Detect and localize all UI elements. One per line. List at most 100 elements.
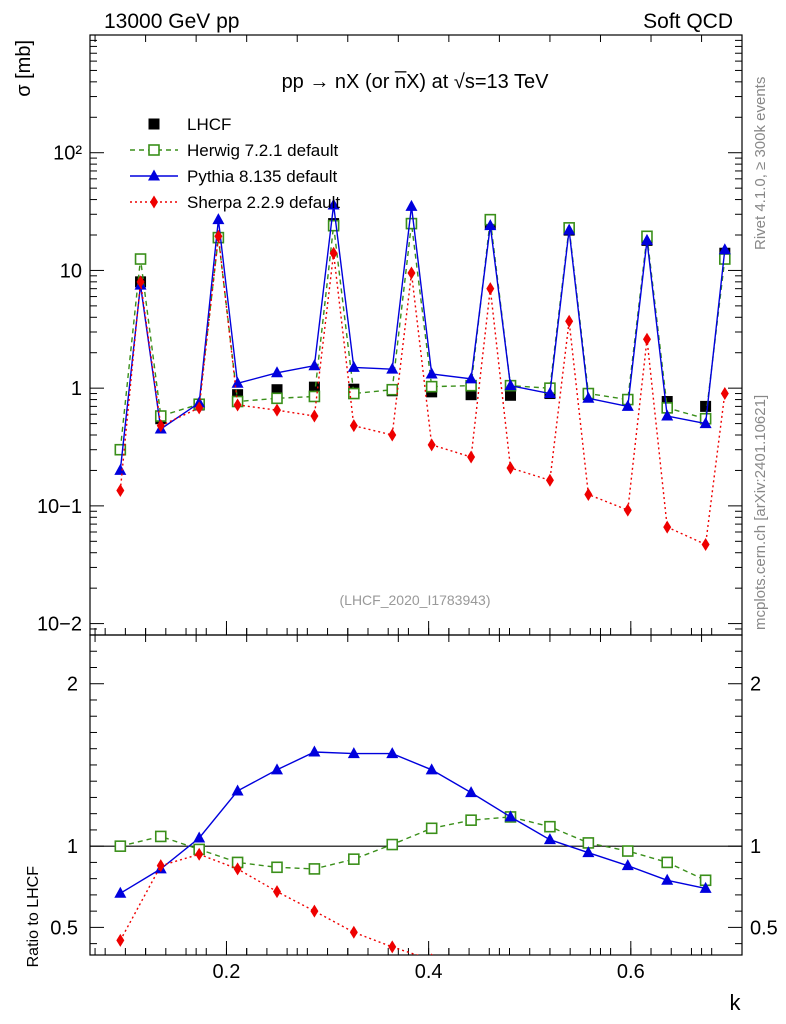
ratio-y-tick-label-right: 0.5 (750, 917, 778, 939)
data-point (388, 428, 397, 442)
ratio-point (425, 822, 438, 835)
data-point (545, 473, 554, 487)
data-point (701, 537, 710, 551)
ratio-frame-border (89, 634, 743, 956)
data-point (136, 275, 145, 289)
data-point (271, 384, 283, 396)
data-point (195, 401, 204, 415)
data-point (505, 389, 517, 401)
data-point (214, 229, 223, 243)
data-point (233, 398, 242, 412)
ratio-point (699, 881, 712, 893)
ratio-point (465, 814, 477, 826)
data-point (349, 419, 358, 433)
legend-entry: LHCF (148, 115, 231, 134)
ratio-series-sherpa-2-2-9-default (116, 847, 433, 955)
ratio-point (114, 886, 127, 898)
data-point (386, 362, 399, 374)
ratio-point (661, 873, 674, 885)
data-point (623, 503, 632, 517)
ratio-line (119, 751, 706, 894)
data-point (308, 390, 321, 403)
data-point (486, 282, 495, 296)
main-title: pp → nX (or n̅X) at √s=13 TeV (282, 70, 550, 93)
data-point (308, 359, 321, 371)
series-pythia-8-135-default (114, 198, 731, 475)
data-point (310, 409, 319, 423)
ratio-point (388, 940, 397, 954)
data-point (661, 396, 673, 408)
series-sherpa-2-2-9-default (116, 229, 729, 551)
data-point (425, 380, 438, 393)
data-point (718, 243, 731, 255)
x-tick-label: 0.6 (617, 961, 645, 983)
ratio-point (195, 847, 204, 861)
ratio-point (273, 885, 282, 899)
x-tick-label: 0.2 (213, 961, 241, 983)
header-left: 13000 GeV pp (104, 10, 239, 33)
data-point (271, 392, 283, 405)
data-point (327, 198, 340, 210)
ratio-point (386, 747, 399, 759)
data-point (699, 417, 712, 429)
data-point (114, 443, 127, 456)
legend: LHCF Herwig 7.2.1 default Pythia 8.135 def… (130, 115, 340, 212)
series-line (119, 236, 726, 546)
ratio-point (348, 853, 360, 865)
data-point (273, 403, 282, 417)
main-panel: 10−2 10−1 1 10 10² (37, 34, 743, 636)
data-point (405, 217, 418, 230)
data-point (465, 372, 478, 384)
legend-marker (148, 169, 160, 181)
data-point (661, 409, 674, 421)
ratio-y-tick-label: 1 (67, 836, 78, 858)
legend-label: LHCF (187, 115, 231, 134)
data-point (504, 379, 517, 391)
data-point (348, 387, 360, 400)
ratio-point (544, 820, 556, 833)
data-point (231, 376, 244, 388)
ratio-point (114, 840, 127, 852)
x-axis-title: k (730, 990, 742, 1015)
ratio-y-tick-label-right: 1 (750, 836, 761, 858)
ratio-point (308, 745, 321, 757)
ratio-point (156, 859, 165, 873)
data-point (640, 233, 653, 245)
header-right: Soft QCD (643, 10, 733, 33)
data-point (232, 389, 244, 401)
ratio-y-tick-label: 0.5 (50, 917, 78, 939)
ratio-point (504, 810, 517, 822)
ratio-series-herwig-7-2-1-default (114, 811, 712, 887)
ratio-point (621, 859, 634, 871)
ratio-y-tick-label: 2 (67, 674, 78, 696)
ratio-point (465, 786, 478, 798)
ratio-point (271, 861, 283, 874)
ratio-point (231, 784, 244, 796)
data-point (582, 391, 595, 403)
data-point (720, 387, 729, 401)
data-point (565, 314, 574, 328)
data-point (700, 400, 712, 412)
y-tick-label: 1 (71, 378, 82, 400)
y-tick-label: 10² (53, 143, 82, 165)
data-point (467, 450, 476, 464)
legend-label: Herwig 7.2.1 default (187, 141, 338, 160)
ratio-point (308, 863, 321, 875)
ratio-point (425, 763, 438, 775)
analysis-label: (LHCF_2020_I1783943) (340, 592, 491, 608)
data-point (347, 360, 360, 372)
ratio-line (120, 816, 706, 881)
data-point (405, 199, 418, 211)
side-text-rivet: Rivet 4.1.0, ≥ 300k events (752, 77, 769, 250)
ratio-point (193, 831, 206, 843)
ratio-point (349, 925, 358, 939)
data-point (114, 463, 127, 475)
y-tick-label: 10 (60, 260, 82, 282)
data-point (427, 438, 436, 452)
ratio-series-pythia-8-135-default (114, 745, 712, 898)
y-axis-title-main: σ [mb] (13, 40, 35, 97)
ratio-point (582, 846, 595, 858)
ratio-panel: 0.2 0.4 0.6 0.5 0.5 1 1 2 2 (50, 634, 778, 983)
data-point (465, 389, 477, 401)
data-point (156, 419, 165, 433)
